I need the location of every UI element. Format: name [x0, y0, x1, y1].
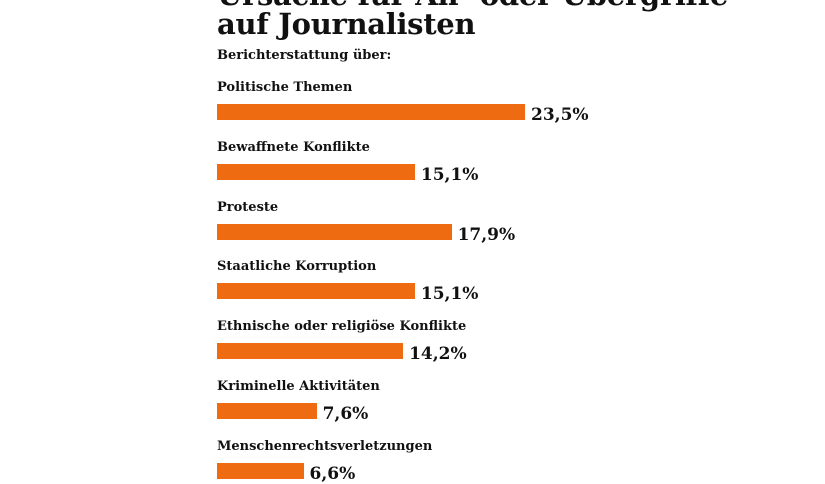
bar [217, 163, 415, 180]
value-label: 6,6% [309, 463, 356, 484]
bar [217, 343, 404, 360]
value-label: 17,9% [457, 224, 516, 245]
bar [217, 283, 415, 300]
category-label: Proteste [217, 199, 279, 215]
category-label: Politische Themen [217, 80, 353, 95]
bar [217, 104, 525, 120]
bar [217, 462, 304, 479]
value-label: 15,1% [420, 164, 479, 185]
category-label: Kriminelle Aktivitäten [217, 379, 380, 394]
category-label: Ethnische oder religiöse Konflikte [217, 319, 467, 335]
value-label: 15,1% [420, 284, 479, 305]
value-label: 14,2% [409, 344, 467, 365]
category-label: Staatliche Korruption [217, 259, 377, 275]
value-label: 23,5% [531, 105, 589, 125]
bar [217, 403, 317, 419]
bar [217, 223, 452, 240]
value-label: 7,6% [322, 404, 369, 424]
chart-subtitle: Berichterstattung über: [217, 48, 392, 63]
chart-title-line-1: Ursache für An- oder Übergriffe [217, 0, 728, 12]
category-label: Bewaffnete Konflikte [217, 139, 370, 155]
chart-title-line-2: auf Journalisten [217, 7, 476, 41]
category-label: Menschenrechtsverletzungen [217, 438, 433, 454]
